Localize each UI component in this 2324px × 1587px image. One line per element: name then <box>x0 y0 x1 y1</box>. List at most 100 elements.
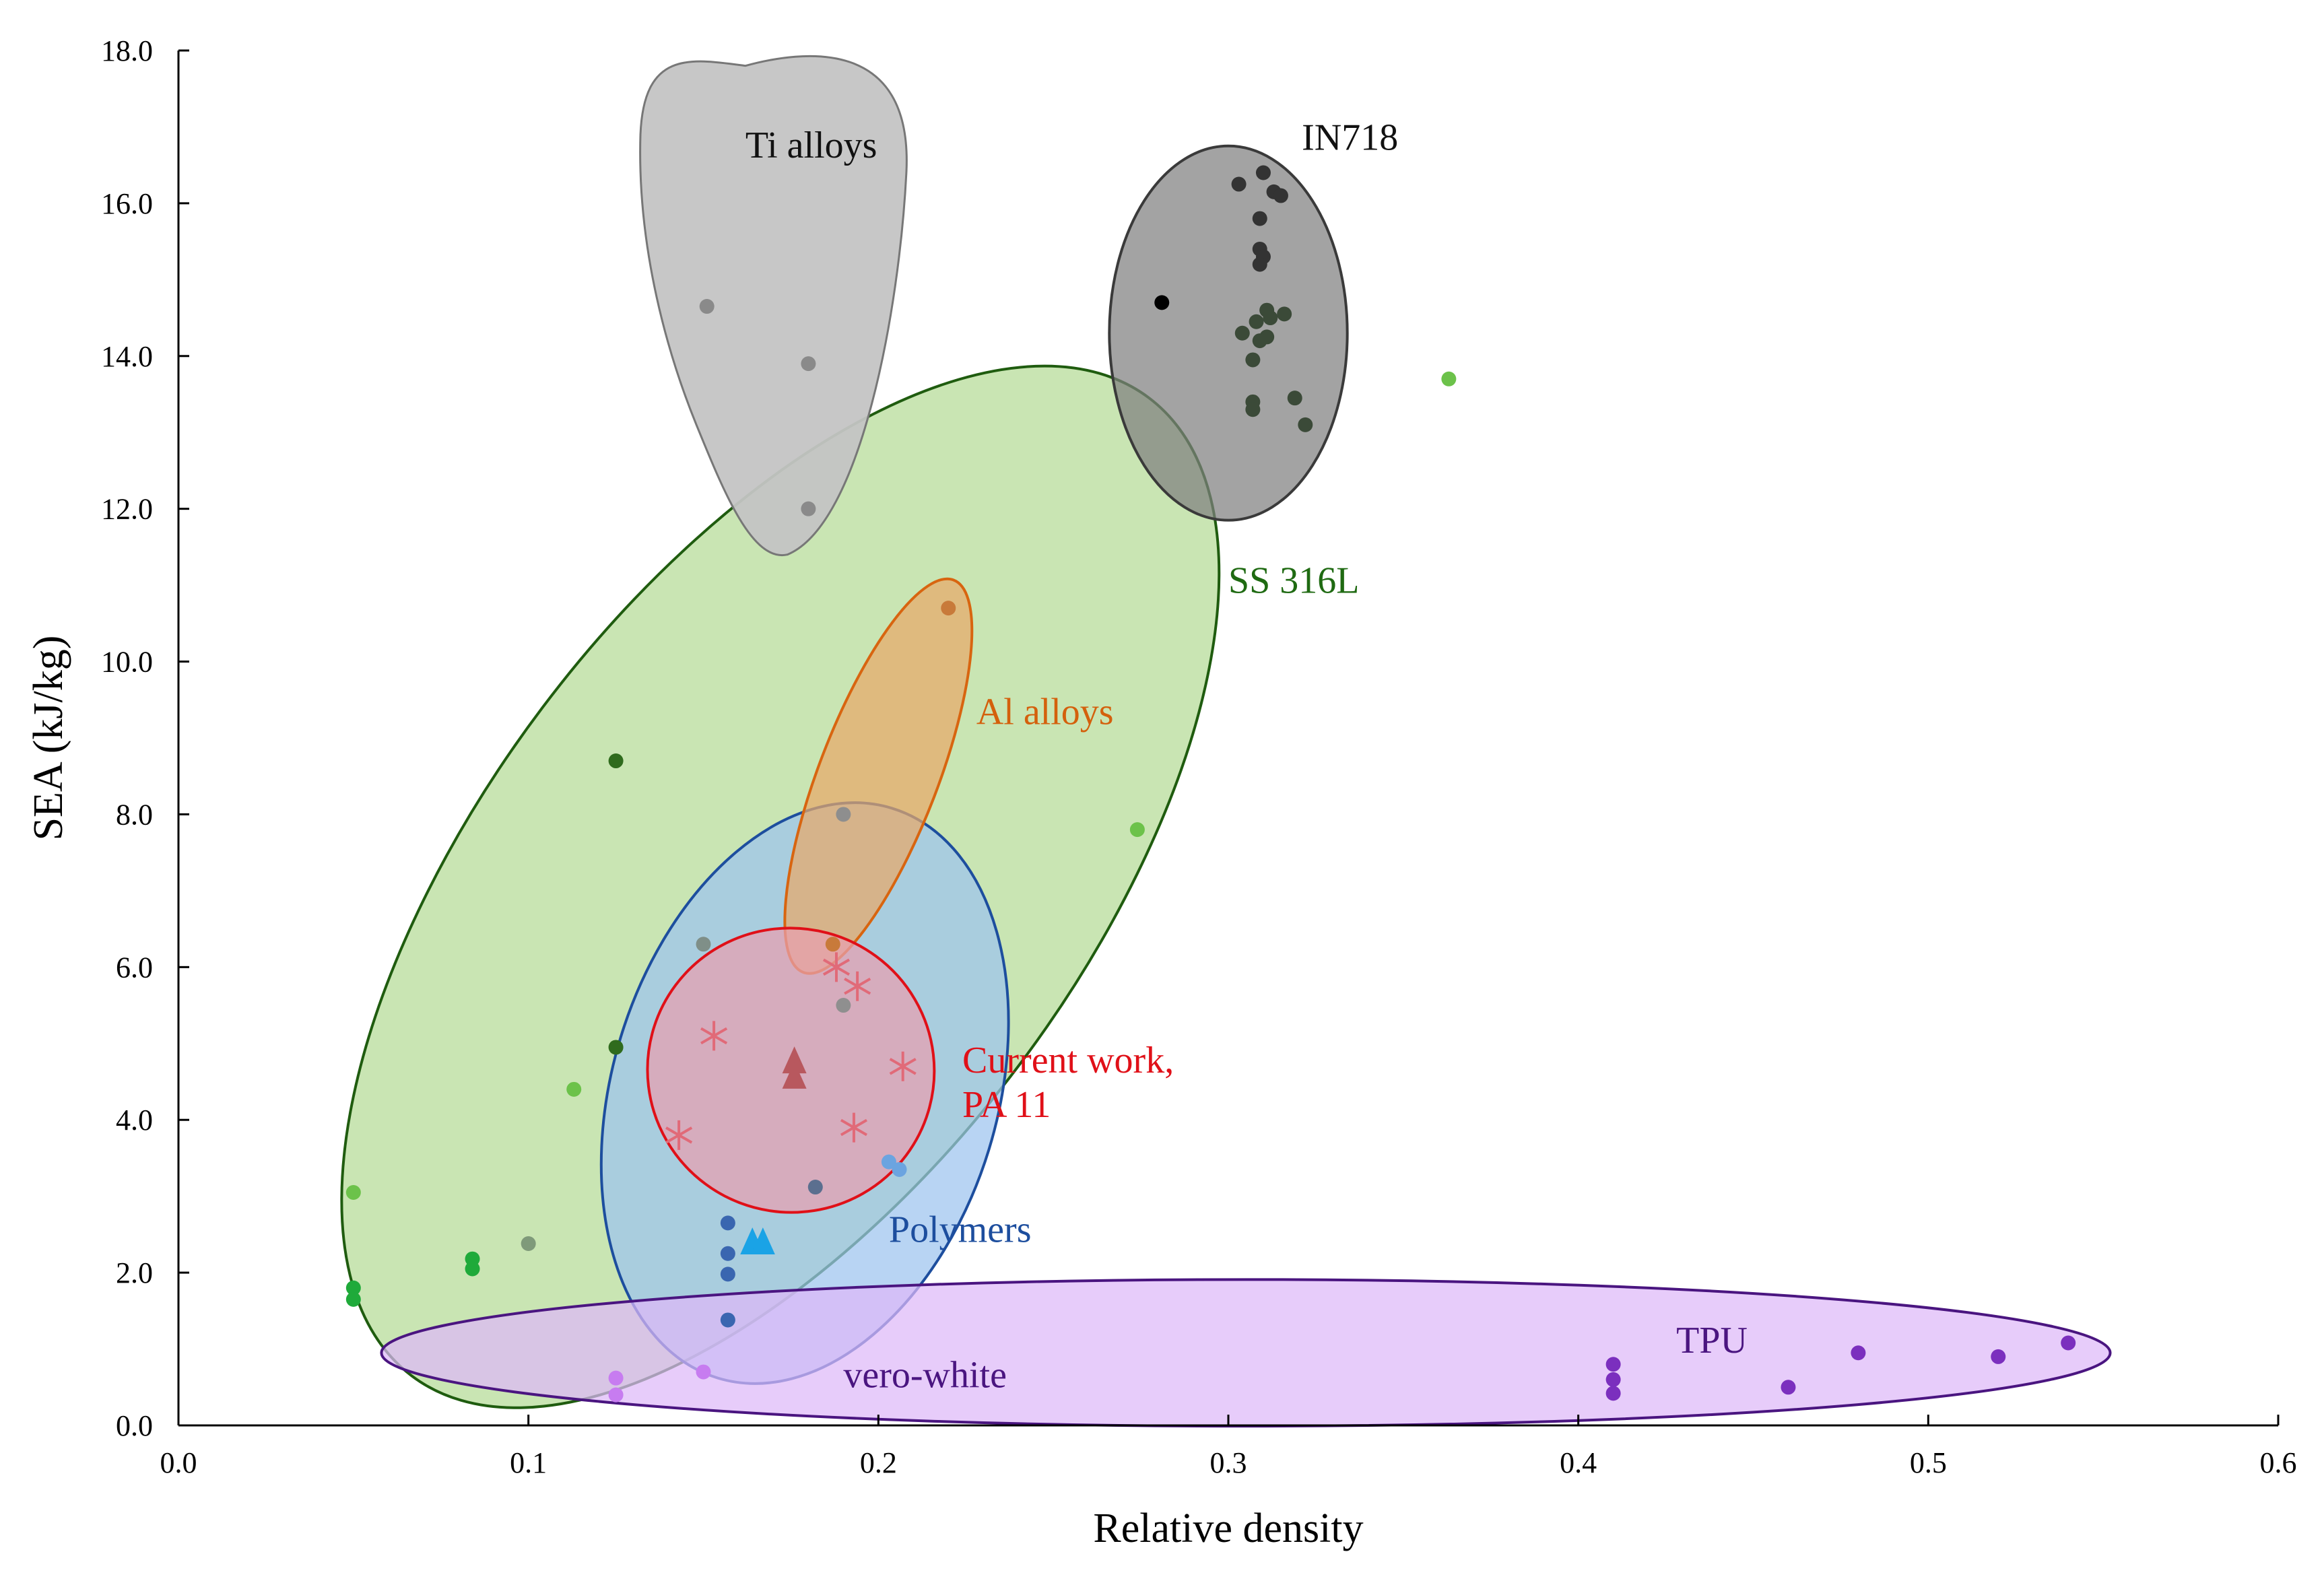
al-alloys-label: Al alloys <box>976 691 1114 733</box>
ss-316l-point <box>345 1184 361 1200</box>
tpu-point <box>2061 1335 2076 1351</box>
al-alloys-point <box>825 937 840 952</box>
in718-point <box>1234 325 1250 341</box>
polymers-point <box>696 937 711 952</box>
in718-point <box>1245 352 1261 368</box>
regions-layer <box>340 55 2112 1428</box>
in718-point <box>1252 257 1267 272</box>
tpu-point <box>1605 1357 1621 1372</box>
in718-point <box>1273 188 1288 203</box>
polymers-label-line: Polymers <box>889 1209 1032 1251</box>
y-tick-label: 18.0 <box>101 34 153 67</box>
ss-316l-point <box>566 1081 582 1097</box>
current-work-pa-11-star-stroke <box>700 1027 728 1045</box>
y-tick-label: 4.0 <box>116 1104 153 1137</box>
in718-region <box>1108 144 1349 522</box>
vero-white-label-line: vero-white <box>843 1354 1007 1396</box>
ss-316l-point <box>1129 822 1145 838</box>
current-work-pa-11-label-line: Current work, <box>962 1040 1174 1081</box>
current-work-pa-11-star-stroke <box>822 958 851 976</box>
x-axis-title: Relative density <box>1093 1506 1363 1551</box>
al-alloys-point <box>941 601 956 616</box>
polymers-point <box>720 1267 735 1282</box>
polymers-point <box>892 1161 907 1177</box>
ti-alloys-label: Ti alloys <box>745 125 877 166</box>
y-tick-label: 12.0 <box>101 493 153 526</box>
ss-316l-point <box>465 1261 480 1277</box>
x-tick-label: 0.3 <box>1210 1446 1247 1479</box>
in718-label-line: IN718 <box>1302 116 1398 158</box>
in718-point <box>1277 306 1292 322</box>
vero-white-point <box>696 1364 711 1380</box>
current-work-pa-11-star <box>700 1021 728 1051</box>
ss-316l-point <box>608 1040 624 1055</box>
al-alloys-label-line: Al alloys <box>976 691 1114 733</box>
tpu-point <box>1605 1386 1621 1401</box>
in718-point <box>1249 314 1264 329</box>
current-work-pa-11-star <box>889 1051 917 1081</box>
ss-316l-point <box>345 1291 361 1307</box>
current-work-pa-11-star-stroke <box>844 977 871 995</box>
current-work-pa-11-point <box>836 998 851 1013</box>
marks-layer <box>345 165 2076 1403</box>
current-work-pa-11-label: Current work, PA 11 <box>962 1040 1174 1126</box>
x-tick-label: 0.6 <box>2260 1446 2297 1479</box>
polymers-point <box>720 1312 735 1328</box>
polymers-label: Polymers <box>889 1209 1032 1251</box>
vero-white-label: vero-white <box>843 1354 1007 1396</box>
ss-316l-point <box>521 1236 536 1252</box>
in718-point <box>1252 333 1267 349</box>
ss-316l-point <box>608 753 624 769</box>
x-tick-label: 0.2 <box>860 1446 897 1479</box>
current-work-pa-11-star <box>665 1120 693 1150</box>
labels-layer: SS 316L Ti alloys IN718 Al alloys Polymers Cu… <box>745 116 1748 1396</box>
polymers-point <box>807 1180 823 1195</box>
current-work-pa-11-star <box>840 1112 868 1143</box>
tpu-point <box>1605 1372 1621 1387</box>
polymers-point <box>720 1246 735 1261</box>
al-alloys-point <box>836 807 851 822</box>
axes-layer: 0.0 0.1 0.2 0.3 0.4 0.5 0.6 0.0 2.0 4.0 6.0 8.0 10.0… <box>101 34 2297 1479</box>
x-tick-label: 0.1 <box>510 1446 547 1479</box>
current-work-pa-11-triangle <box>782 1061 807 1089</box>
in718-point <box>1231 176 1247 192</box>
current-work-pa-11-star <box>822 952 851 982</box>
polymers-point <box>720 1215 735 1231</box>
y-tick-label: 16.0 <box>101 187 153 220</box>
tpu-point <box>1851 1345 1866 1361</box>
polymers-point <box>881 1154 896 1170</box>
in718-point <box>1255 165 1271 180</box>
in718-point <box>1263 310 1278 326</box>
in718-point <box>1245 402 1261 417</box>
tpu-label-line: TPU <box>1676 1320 1748 1361</box>
x-tick-label: 0.0 <box>160 1446 197 1479</box>
current-work-pa-11-star-stroke <box>889 1058 917 1075</box>
in718-point <box>1154 295 1170 310</box>
ti-alloys-region <box>639 55 908 557</box>
y-axis-title: SEA (kJ/kg) <box>26 636 71 841</box>
current-work-pa-11-star <box>844 971 871 1001</box>
vero-white-point <box>608 1387 624 1403</box>
in718-point <box>1298 417 1313 432</box>
ss-316l-label-line: SS 316L <box>1228 560 1360 601</box>
ti-alloys-point <box>699 299 715 314</box>
ti-alloys-label-line: Ti alloys <box>745 125 877 166</box>
current-work-pa-11-star-stroke <box>840 1118 868 1137</box>
ti-alloys-point <box>801 501 816 516</box>
y-tick-label: 2.0 <box>116 1256 153 1289</box>
in718-point <box>1252 211 1267 226</box>
ti-alloys-point <box>801 356 816 372</box>
x-tick-label: 0.5 <box>1910 1446 1947 1479</box>
tpu-label: TPU <box>1676 1320 1748 1361</box>
current-work-pa-11-star-stroke <box>665 1126 693 1144</box>
in718-label: IN718 <box>1302 116 1398 158</box>
y-tick-label: 6.0 <box>116 951 153 984</box>
y-tick-label: 10.0 <box>101 646 153 679</box>
ss-316l-point <box>345 1280 361 1295</box>
y-tick-label: 14.0 <box>101 340 153 373</box>
in718-point <box>1287 391 1302 406</box>
vero-white-point <box>608 1370 624 1386</box>
x-tick-label: 0.4 <box>1560 1446 1597 1479</box>
current-work-pa-11-triangle <box>782 1046 807 1074</box>
